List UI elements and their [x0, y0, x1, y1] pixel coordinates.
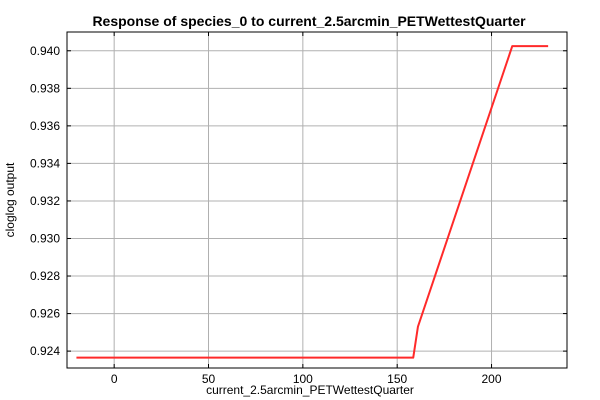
y-axis: 0.924 0.926 0.928 0.930 0.932 0.934 0.936 0.938… — [30, 44, 567, 358]
y-tick-label: 0.924 — [30, 344, 60, 358]
grid — [67, 32, 567, 368]
y-tick-label: 0.926 — [30, 307, 60, 321]
plot-frame — [66, 31, 568, 369]
series-layer — [76, 45, 549, 359]
x-tick-label: 150 — [387, 372, 407, 386]
series-line — [76, 45, 549, 359]
x-tick-label: 100 — [293, 372, 313, 386]
y-tick-label: 0.940 — [30, 44, 60, 58]
y-tick-label: 0.936 — [30, 119, 60, 133]
chart-title: Response of species_0 to current_2.5arcm… — [92, 13, 526, 29]
x-tick-label: 50 — [202, 372, 216, 386]
y-tick-label: 0.932 — [30, 194, 60, 208]
y-tick-label: 0.938 — [30, 81, 60, 95]
y-tick-label: 0.934 — [30, 156, 60, 170]
x-axis: 0 50 100 150 200 — [111, 32, 502, 386]
x-tick-label: 0 — [111, 372, 118, 386]
x-tick-label: 200 — [482, 372, 502, 386]
x-axis-label: current_2.5arcmin_PETWettestQuarter — [206, 383, 414, 397]
y-axis-label: cloglog output — [3, 162, 17, 237]
y-tick-label: 0.928 — [30, 269, 60, 283]
y-tick-label: 0.930 — [30, 231, 60, 245]
